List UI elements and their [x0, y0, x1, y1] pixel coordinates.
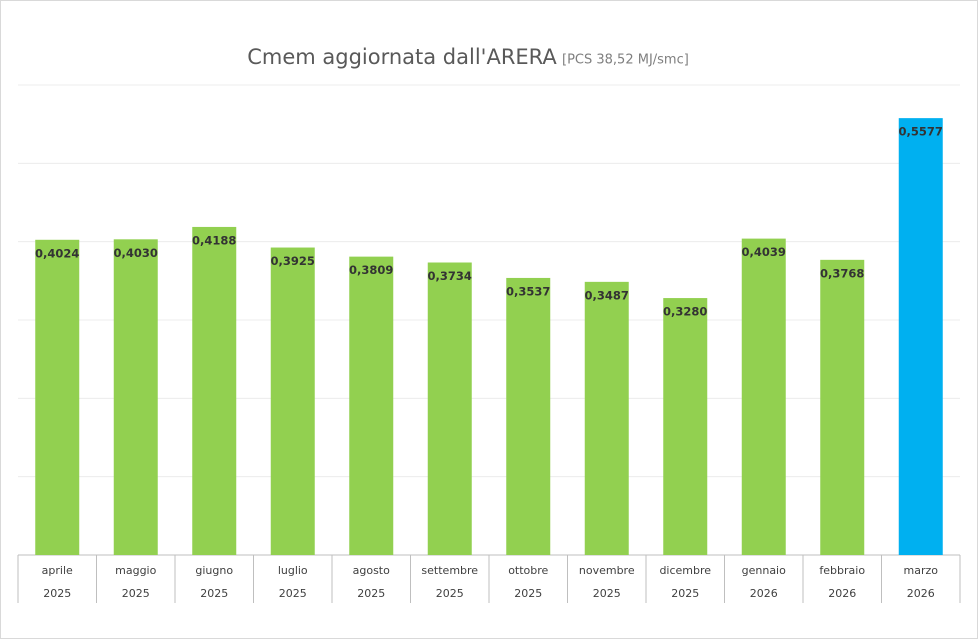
chart-title: Cmem aggiornata dall'ARERA: [247, 45, 557, 69]
x-tick-label: settembre: [421, 564, 478, 577]
x-tick-year: 2026: [750, 587, 778, 600]
x-tick-label: giugno: [195, 564, 233, 577]
value-label: 0,4030: [114, 246, 158, 260]
x-tick-year: 2026: [828, 587, 856, 600]
bar: [427, 262, 472, 555]
x-tick-label: dicembre: [659, 564, 711, 577]
x-tick-label: marzo: [904, 564, 939, 577]
x-tick-label: luglio: [278, 564, 308, 577]
value-label: 0,3768: [820, 266, 864, 280]
value-label: 0,3925: [271, 254, 315, 268]
x-tick-year: 2025: [200, 587, 228, 600]
value-label: 0,3734: [428, 269, 472, 283]
x-tick-year: 2025: [436, 587, 464, 600]
value-label: 0,3487: [585, 288, 629, 302]
bar: [506, 277, 551, 555]
value-label: 0,3809: [349, 263, 393, 277]
x-tick-year: 2025: [593, 587, 621, 600]
x-tick-year: 2026: [907, 587, 935, 600]
x-tick-year: 2025: [43, 587, 71, 600]
value-label: 0,3537: [506, 284, 550, 298]
bar: [113, 239, 158, 556]
chart-subtitle: [PCS 38,52 MJ/smc]: [562, 53, 689, 68]
bar: [898, 118, 943, 555]
bar: [270, 247, 315, 555]
x-tick-year: 2025: [279, 587, 307, 600]
value-label: 0,4188: [192, 233, 236, 247]
x-tick-year: 2025: [357, 587, 385, 600]
bar: [820, 259, 865, 555]
x-tick-label: febbraio: [819, 564, 865, 577]
x-tick-year: 2025: [671, 587, 699, 600]
x-tick-label: gennaio: [742, 564, 786, 577]
x-tick-year: 2025: [514, 587, 542, 600]
x-tick-label: agosto: [353, 564, 390, 577]
bar: [584, 281, 629, 555]
value-label: 0,3280: [663, 305, 707, 319]
value-label: 0,5577: [899, 125, 943, 139]
value-label: 0,4024: [35, 246, 79, 260]
bar: [741, 238, 786, 555]
x-tick-label: aprile: [42, 564, 73, 577]
x-tick-label: maggio: [115, 564, 156, 577]
bar: [192, 226, 237, 555]
bar: [349, 256, 394, 555]
bar: [35, 239, 80, 555]
bar: [663, 298, 708, 555]
x-tick-label: novembre: [579, 564, 635, 577]
x-tick-year: 2025: [122, 587, 150, 600]
x-tick-label: ottobre: [508, 564, 548, 577]
value-label: 0,4039: [742, 245, 786, 259]
